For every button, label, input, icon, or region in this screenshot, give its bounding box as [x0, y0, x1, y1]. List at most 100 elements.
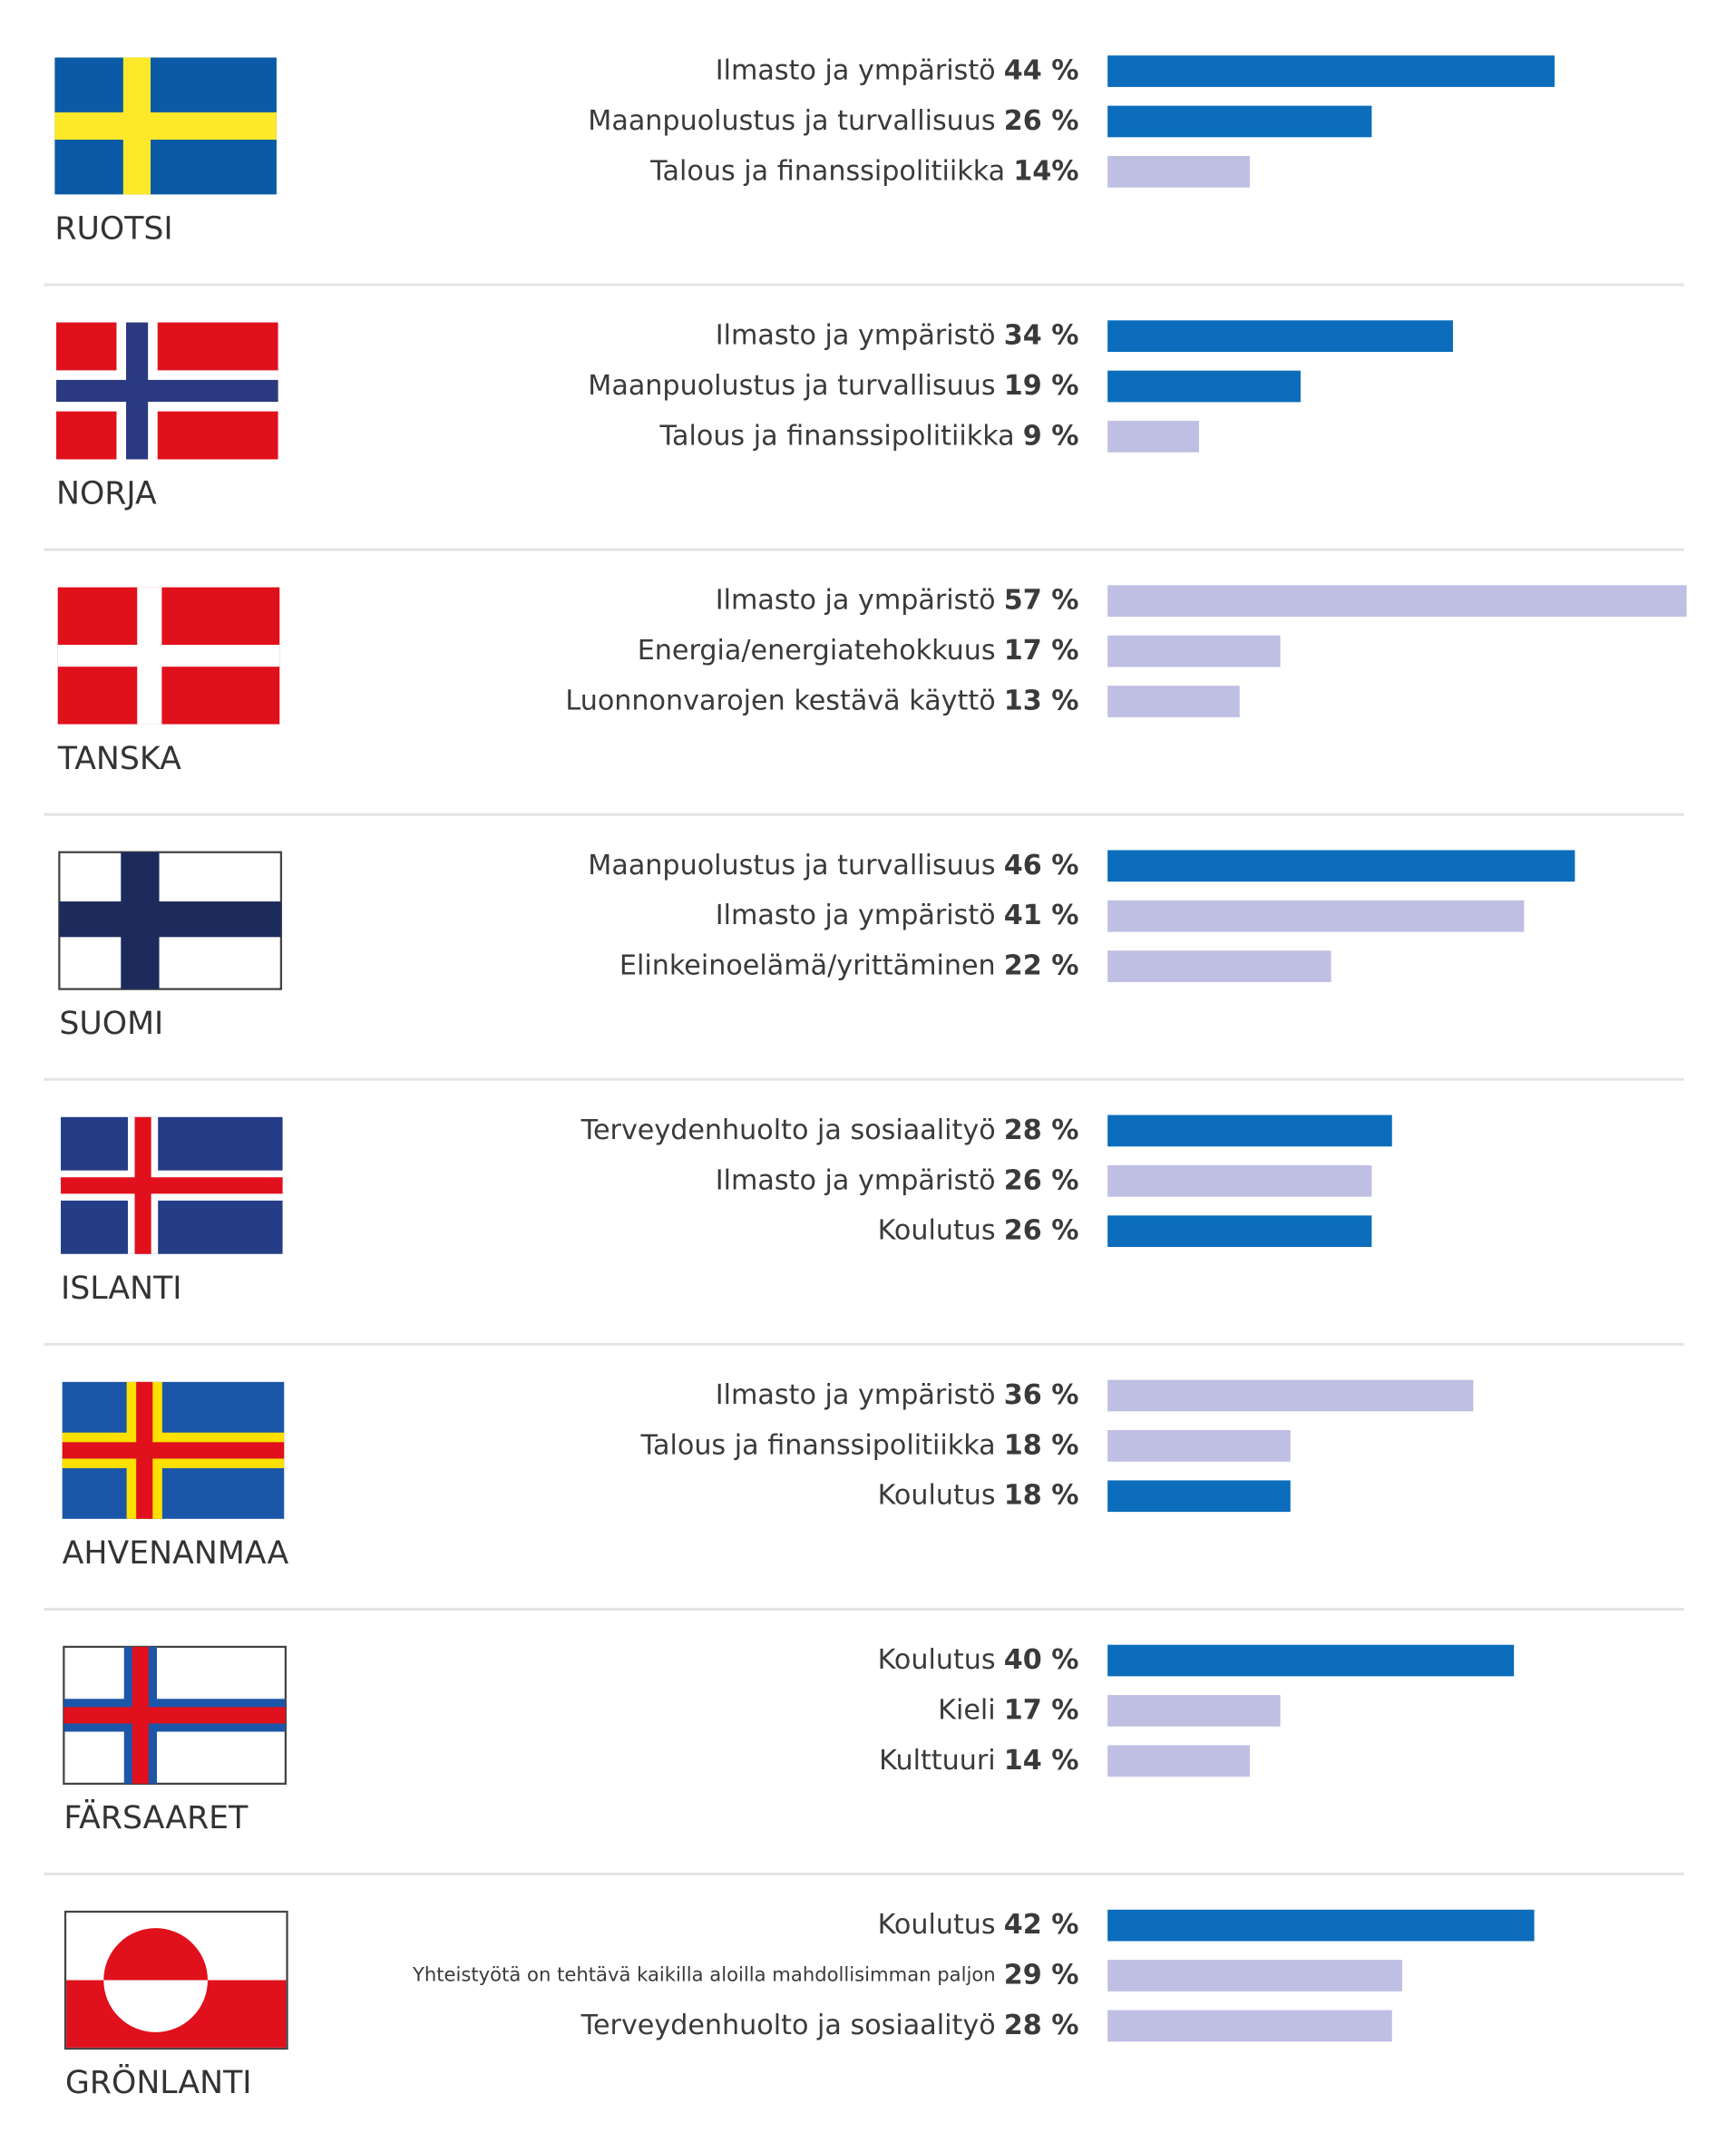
value-label: 40 % [1004, 1644, 1079, 1676]
category-label: Kieli [938, 1694, 996, 1726]
category-label: Elinkeinoelämä/yrittäminen [619, 949, 996, 981]
bar [1107, 1745, 1250, 1777]
country-panel: RUOTSI Ilmasto ja ympäristö 44 % Maanpuolus… [44, 54, 1684, 287]
flag-cross [63, 1707, 286, 1724]
value-label: 22 % [1004, 949, 1079, 981]
category-label: Ilmasto ja ympäristö [716, 900, 996, 931]
bar [1107, 1644, 1515, 1677]
category-label: Maanpuolustus ja turvallisuus [588, 849, 995, 881]
bar-label: Koulutus 26 % [878, 1214, 1079, 1246]
bar-label: Kieli 17 % [938, 1694, 1078, 1726]
value-label: 41 % [1004, 900, 1079, 931]
category-label: Talous ja finanssipolitiikka [640, 1429, 996, 1461]
value-label: 19 % [1004, 370, 1079, 402]
bar [1107, 1960, 1402, 1991]
category-label: Luonnonvarojen kestävä käyttö [565, 685, 995, 716]
bar-label: Talous ja finanssipolitiikka 14% [649, 155, 1078, 187]
category-label: Terveydenhuolto ja sosiaalityö [580, 2009, 996, 2040]
bar [1107, 900, 1525, 932]
country-name: GRÖNLANTI [65, 2063, 252, 2101]
bar-label: Elinkeinoelämä/yrittäminen 22 % [619, 949, 1079, 981]
bar [1107, 370, 1301, 403]
bar-label: Talous ja finanssipolitiikka 9 % [659, 420, 1079, 452]
country-panel: ISLANTI Terveydenhuolto ja sosiaalityö 28 … [44, 1114, 1684, 1346]
bar-label: Maanpuolustus ja turvallisuus 19 % [588, 370, 1078, 402]
value-label: 42 % [1004, 1909, 1079, 1941]
country-panel: NORJA Ilmasto ja ympäristö 34 % Maanpuolust… [44, 319, 1684, 551]
bar-label: Ilmasto ja ympäristö 44 % [716, 54, 1079, 86]
flag-circle [103, 1980, 208, 2032]
value-label: 26 % [1004, 1164, 1079, 1196]
category-label: Ilmasto ja ympäristö [716, 319, 996, 351]
bar-label: Maanpuolustus ja turvallisuus 26 % [588, 104, 1078, 136]
bar [1107, 1480, 1291, 1513]
bar-label: Ilmasto ja ympäristö 41 % [716, 900, 1079, 931]
value-label: 14% [1013, 155, 1078, 187]
bar-label: Terveydenhuolto ja sosiaalityö 28 % [580, 1114, 1079, 1145]
bar [1107, 105, 1372, 138]
category-label: Kulttuuri [879, 1744, 995, 1776]
bar [1107, 1215, 1372, 1248]
category-label: Ilmasto ja ympäristö [716, 1164, 996, 1196]
flag-cross [54, 112, 277, 141]
category-label: Koulutus [878, 1644, 996, 1676]
country-panel: GRÖNLANTI Koulutus 42 % Yhteistyötä on teht… [63, 1909, 1535, 2101]
country-name: SUOMI [59, 1006, 163, 1042]
value-label: 34 % [1004, 319, 1079, 351]
bar [1107, 1115, 1392, 1147]
category-label: Ilmasto ja ympäristö [716, 584, 996, 616]
value-label: 28 % [1004, 2009, 1079, 2040]
bar [1107, 421, 1199, 453]
value-label: 18 % [1004, 1429, 1079, 1461]
bar [1107, 1429, 1291, 1462]
country-name: AHVENANMAA [63, 1535, 289, 1572]
flag-cross [56, 379, 278, 403]
flag-circle [103, 1928, 208, 1981]
category-label: Yhteistyötä on tehtävä kaikilla aloilla … [412, 1963, 996, 1986]
bar-label: Yhteistyötä on tehtävä kaikilla aloilla … [412, 1959, 1079, 1991]
bar-label: Luonnonvarojen kestävä käyttö 13 % [565, 685, 1078, 716]
bar-label: Maanpuolustus ja turvallisuus 46 % [588, 849, 1078, 881]
bar [1107, 686, 1240, 717]
value-label: 18 % [1004, 1479, 1079, 1511]
value-label: 26 % [1004, 104, 1079, 136]
value-label: 36 % [1004, 1378, 1079, 1410]
category-label: Ilmasto ja ympäristö [716, 1378, 996, 1410]
country-name: ISLANTI [61, 1271, 182, 1307]
bar-label: Kulttuuri 14 % [879, 1744, 1078, 1776]
category-label: Talous ja finanssipolitiikka [649, 155, 1005, 187]
bar [1107, 55, 1555, 87]
bar-label: Ilmasto ja ympäristö 36 % [716, 1378, 1079, 1410]
value-label: 9 % [1023, 420, 1079, 452]
bar [1107, 635, 1281, 667]
bar [1107, 1695, 1281, 1727]
category-label: Talous ja finanssipolitiikka [659, 420, 1015, 452]
bar-label: Ilmasto ja ympäristö 34 % [716, 319, 1079, 351]
category-label: Koulutus [878, 1214, 996, 1246]
category-label: Energia/energiatehokkuus [638, 635, 996, 667]
bar [1107, 320, 1453, 352]
value-label: 26 % [1004, 1214, 1079, 1246]
category-label: Ilmasto ja ympäristö [716, 54, 996, 86]
bar-label: Koulutus 40 % [878, 1644, 1079, 1676]
flag-cross [57, 645, 280, 667]
bar [1107, 950, 1331, 982]
bar [1107, 585, 1687, 618]
value-label: 57 % [1004, 584, 1079, 616]
bar-label: Terveydenhuolto ja sosiaalityö 28 % [580, 2009, 1079, 2040]
value-label: 44 % [1004, 54, 1079, 86]
bar [1107, 850, 1575, 882]
bar [1107, 1164, 1372, 1197]
category-label: Koulutus [878, 1909, 996, 1941]
bar [1107, 155, 1250, 188]
value-label: 28 % [1004, 1114, 1079, 1145]
value-label: 14 % [1004, 1744, 1079, 1776]
bar-label: Talous ja finanssipolitiikka 18 % [640, 1429, 1079, 1461]
category-label: Koulutus [878, 1479, 996, 1511]
value-label: 13 % [1004, 685, 1079, 716]
category-label: Maanpuolustus ja turvallisuus [588, 104, 995, 136]
